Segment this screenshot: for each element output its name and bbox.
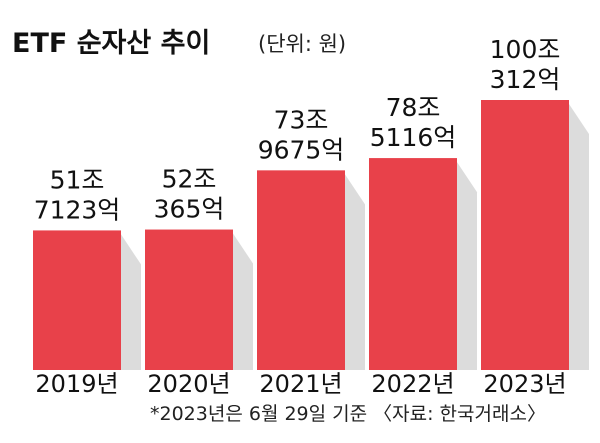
data-label: 7123억 [34,195,121,224]
bar-2022년 [369,158,457,370]
bar-shadow [121,234,141,370]
data-label: 5116억 [370,123,457,152]
data-label: 78조 [386,93,441,122]
footnote: *2023년은 6월 29일 기준 〈자료: 한국거래소〉 [150,403,546,425]
x-tick-label: 2021년 [259,370,342,398]
chart-unit-label: (단위: 원) [258,32,346,56]
bar-shadow [233,233,253,370]
chart-title: ETF 순자산 추이 [12,28,210,59]
bar-shadow [345,174,365,370]
bar-2023년 [481,100,569,370]
x-tick-label: 2020년 [147,370,230,398]
bar-2019년 [33,230,121,370]
bar-shadow [569,104,589,370]
bar-2020년 [145,229,233,370]
data-label: 312억 [490,65,561,94]
x-tick-label: 2022년 [371,370,454,398]
x-tick-label: 2019년 [35,370,118,398]
x-axis-ticks: 2019년 2020년 2021년 2022년 2023년 [35,370,566,398]
data-label: 9675억 [258,135,345,164]
bar-2021년 [257,170,345,370]
data-label: 100조 [490,35,561,64]
data-label: 52조 [162,165,217,194]
bars [33,100,589,370]
bar-shadow [457,162,477,370]
x-tick-label: 2023년 [483,370,566,398]
data-label: 51조 [50,165,105,194]
data-label: 365억 [154,195,225,224]
data-label: 73조 [274,105,329,134]
